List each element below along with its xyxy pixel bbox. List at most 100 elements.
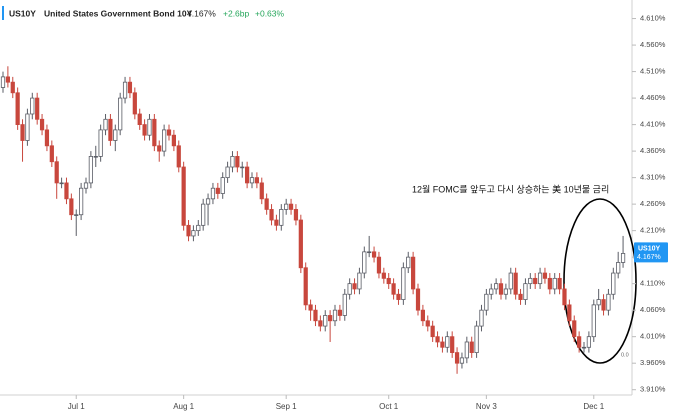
candle-body [454,352,460,364]
candle-body [362,251,367,274]
candle-body [308,304,313,311]
candle-body [103,118,108,131]
y-tick-label: 3.960% [640,358,666,367]
candle-body [523,283,528,300]
candle-body [220,177,225,194]
candle-body [235,156,240,168]
candle-body [528,277,533,285]
candle-body [508,272,513,290]
candle-body [147,118,152,136]
candle-body [577,336,582,348]
change-bp: +2.6bp [223,8,250,18]
price-tag-box [634,242,668,263]
candle-body [474,325,479,353]
candle-body [108,118,113,141]
candle-body [59,182,64,185]
x-tick-label: Sep 1 [276,402,297,411]
candle-body [489,288,494,295]
candle-body [25,113,30,141]
candle-body [381,272,386,279]
y-tick-label: 3.910% [640,385,666,394]
candle-body [464,341,469,359]
candle-body [357,272,362,290]
candle-body [54,161,59,184]
candle-body [157,145,162,152]
y-tick-label: 4.460% [640,93,666,102]
candle-body [240,166,245,169]
candle-body [391,283,396,295]
candle-body [430,325,435,338]
y-tick-label: 4.510% [640,67,666,76]
candle-body [620,253,626,263]
candle-body [254,177,259,184]
candle-body [435,336,440,343]
candle-body [264,198,269,210]
candle-body [420,309,425,322]
candle-body [425,320,430,327]
y-tick-label: 4.360% [640,146,666,155]
candle-body [479,309,484,327]
candle-body [98,129,103,157]
candle-body [586,336,592,348]
candle-body [376,256,382,274]
candle-body [347,283,352,295]
candle-body [342,293,347,316]
candle-body [74,214,79,216]
symbol: US10Y [9,8,36,18]
candle-body [557,277,562,290]
y-tick-label: 4.210% [640,226,666,235]
price-tag-value: 4.167% [637,254,661,261]
candle-body [142,124,147,136]
candle-body [93,156,98,158]
candle-body [415,288,421,311]
x-tick-label: Nov 3 [476,402,497,411]
candle-body [494,283,499,290]
candle-body [591,304,596,338]
candle-body [518,293,523,300]
candle-body [186,224,191,237]
candle-body [249,177,255,184]
candle-body [513,272,518,295]
price-tag-symbol: US10Y [638,245,661,252]
candle-body [215,187,220,194]
candle-body [10,81,15,94]
y-tick-label: 4.410% [640,120,666,129]
candle-body [406,256,411,269]
candle-body [371,251,377,258]
symbol-bar [2,6,4,20]
highlight-ellipse [563,198,637,364]
y-tick-label: 4.260% [640,199,666,208]
annotation: 12월 FOMC를 앞두고 다시 상승하는 美 10년물 금리 [412,183,609,194]
candle-body [284,203,289,210]
candle-body [386,277,391,285]
candle-body [205,198,211,205]
candle-body [616,262,621,274]
candle-body [152,118,157,147]
candle-body [132,92,137,115]
candle-body [0,76,6,88]
y-tick-label: 4.560% [640,40,666,49]
candle-body [533,277,538,285]
candle-body [64,182,69,200]
candle-body [503,288,509,295]
candle-body [113,129,118,141]
candle-body [49,145,54,163]
x-tick-label: Jul 1 [68,402,85,411]
candle-body [39,118,45,131]
candle-body [313,309,318,322]
candle-body [552,277,557,290]
y-tick-label: 4.110% [640,279,665,288]
candle-body [210,187,216,200]
candle-body [601,299,606,311]
y-tick-label: 4.610% [640,14,666,23]
candle-body [176,145,181,168]
chart-title: United States Government Bond 10Y [44,8,193,18]
candle-body [328,315,333,322]
scale-marker: 0.0 [621,352,629,358]
candle-body [166,129,172,136]
candle-body [245,166,250,184]
candle-body [230,156,235,168]
candle-body [484,293,489,311]
y-tick-label: 4.010% [640,332,666,341]
